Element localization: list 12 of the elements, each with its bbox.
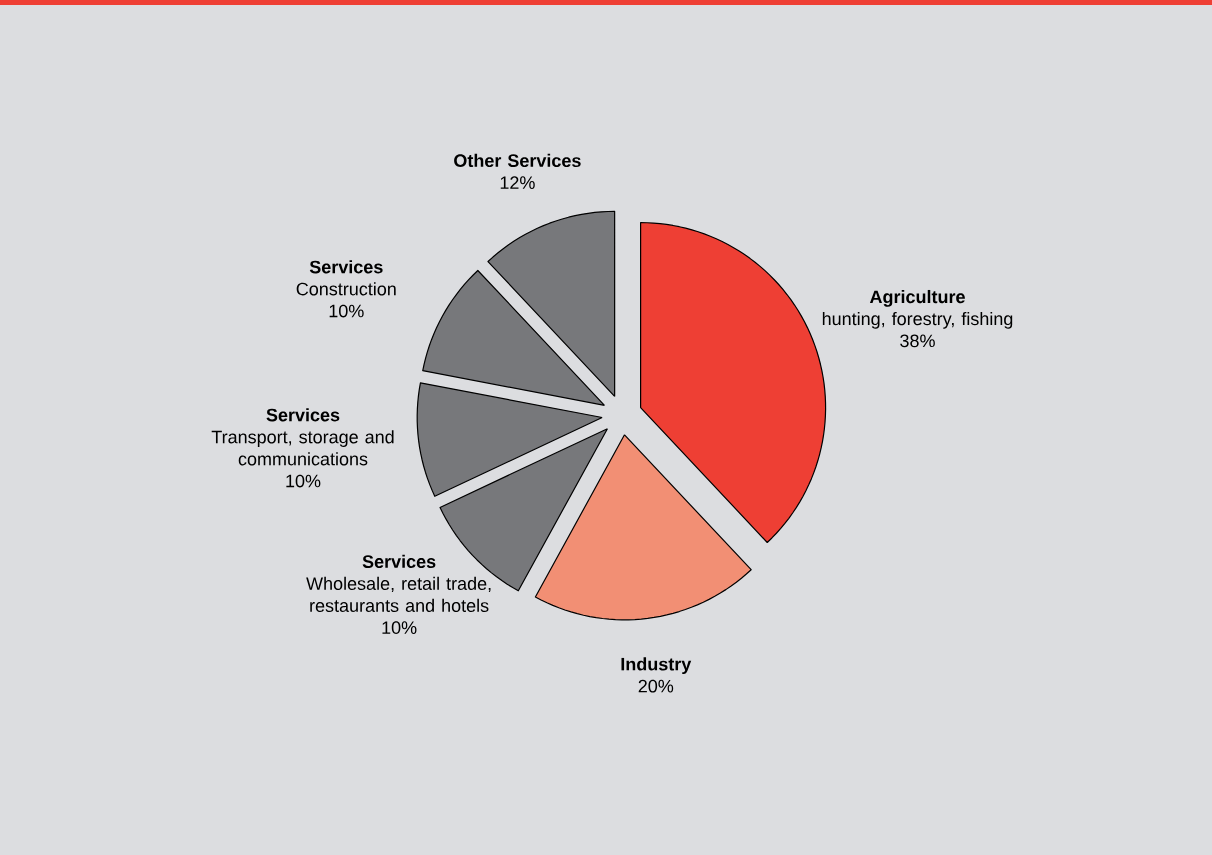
data-label: 10% bbox=[329, 304, 364, 318]
data-label: 10% bbox=[382, 621, 417, 634]
slice-label: Services Transport, storage and communications bbox=[211, 408, 394, 466]
slice-label: Industry bbox=[621, 657, 692, 675]
slice-label: Services Wholesale, retail trade, restaurants and hotels bbox=[306, 554, 491, 612]
data-label: 10% bbox=[286, 474, 321, 488]
data-label: 38% bbox=[900, 334, 935, 348]
slice-label: Other Services bbox=[454, 153, 581, 168]
slice-label: Agriculture hunting, forestry, fishing bbox=[822, 289, 1013, 329]
data-label: 20% bbox=[638, 679, 674, 693]
data-label: 12% bbox=[500, 176, 535, 189]
slice-label: Services Construction bbox=[296, 260, 396, 296]
